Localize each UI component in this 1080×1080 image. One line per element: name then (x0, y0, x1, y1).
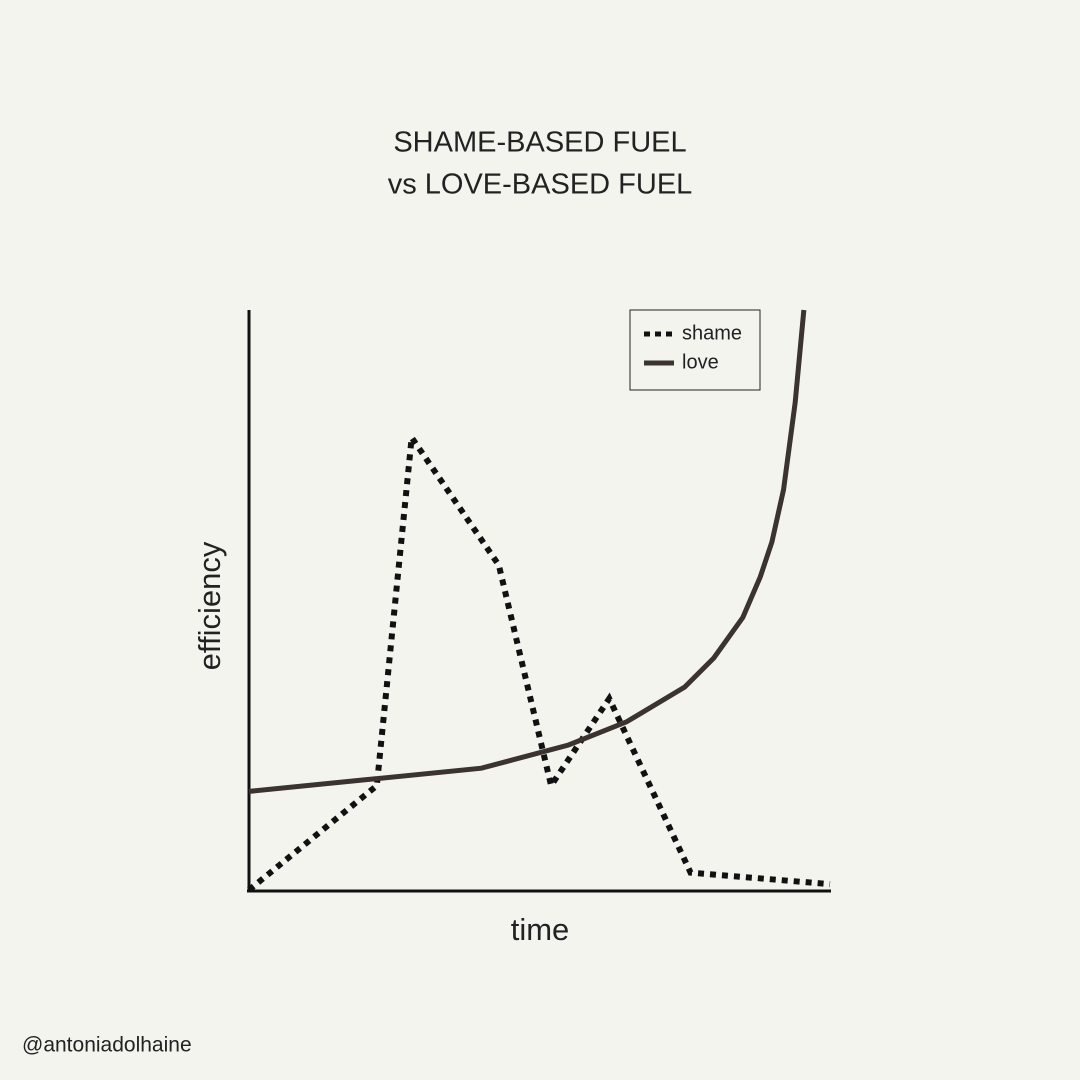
y-axis-label: efficiency (192, 541, 227, 670)
legend-label: love (682, 351, 719, 373)
line-shame (247, 429, 831, 893)
credit: @antoniadolhaine (22, 1034, 192, 1057)
legend-box (629, 309, 761, 391)
legend-label: shame (682, 322, 742, 344)
line-love (248, 309, 807, 794)
chart-title: vs LOVE-BASED FUEL (388, 169, 693, 201)
x-axis-label: time (511, 912, 570, 947)
chart-title: SHAME-BASED FUEL (393, 127, 686, 159)
